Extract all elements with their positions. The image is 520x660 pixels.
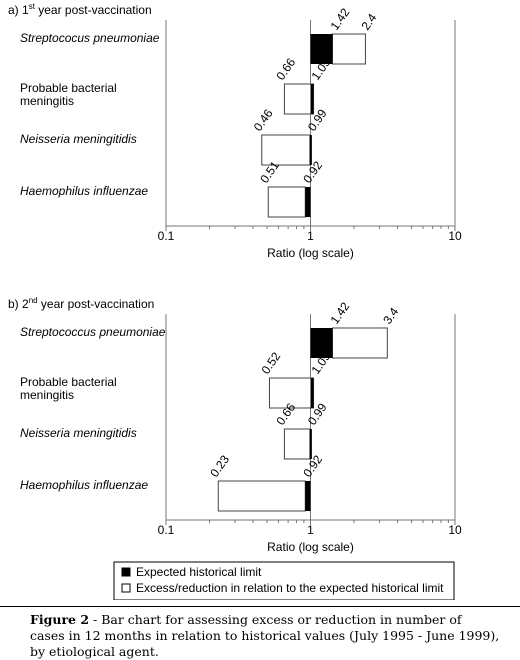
expected-bar	[309, 135, 312, 165]
category-label: Streptococus pneumoniae	[20, 31, 160, 45]
legend-swatch-excess	[121, 583, 131, 593]
excess-bar	[283, 428, 311, 460]
category-label: Haemophilus influenzae	[20, 478, 148, 492]
caption-text: - Bar chart for assessing excess or redu…	[30, 612, 500, 659]
panel-title-superscript: st	[29, 2, 36, 11]
excess-bar	[283, 83, 315, 115]
caption-label: Figure 2	[30, 612, 90, 627]
panel-b: b) 2nd year post-vaccination 0.1 1 10 Ratio …	[8, 296, 462, 554]
panel-title-prefix: b) 2	[8, 297, 29, 311]
figure-canvas: a) 1st year post-vaccination 0.1 1 10 Ratio …	[8, 2, 462, 600]
x-tick-label: 1	[307, 229, 314, 243]
expected-bar	[310, 378, 314, 408]
category-label: Streptococcus pneumoniae	[20, 325, 166, 339]
x-tick-label: 10	[448, 523, 462, 537]
category-label: Haemophilus influenzae	[20, 184, 148, 198]
expected-bar	[310, 84, 314, 114]
expected-bar	[305, 481, 311, 511]
x-tick-label: 0.1	[158, 523, 175, 537]
x-tick-label: 0.1	[158, 229, 175, 243]
excess-bar	[267, 186, 306, 218]
x-axis-label: Ratio (log scale)	[267, 246, 354, 260]
category-label-line: Probable bacterial	[20, 375, 117, 389]
panel-a: a) 1st year post-vaccination 0.1 1 10 Ratio …	[8, 2, 462, 260]
excess-bar	[261, 134, 311, 166]
excess-value-label: 3.4	[380, 305, 401, 327]
excess-bar	[332, 327, 388, 359]
x-tick-label: 1	[307, 523, 314, 537]
legend: Expected historical limit Excess/reductio…	[113, 561, 455, 600]
excess-value-label: 0.46	[251, 106, 276, 133]
x-tick-label: 10	[448, 229, 462, 243]
panel-title-suffix: year post-vaccination	[35, 3, 152, 17]
category-label: Neisseria meningitidis	[20, 132, 137, 146]
excess-bar	[268, 377, 315, 409]
legend-swatch-expected	[121, 567, 131, 577]
category-label-line: Probable bacterial	[20, 81, 117, 95]
figure-caption: Figure 2 - Bar chart for assessing exces…	[30, 612, 500, 660]
legend-label: Expected historical limit	[136, 565, 262, 579]
category-label-line: meningitis	[20, 94, 74, 108]
legend-label: Excess/reduction in relation to the expe…	[136, 581, 444, 595]
expected-value-label: 1.42	[327, 5, 352, 32]
expected-value-label: 1.42	[327, 299, 352, 326]
panel-title: a) 1st year post-vaccination	[8, 2, 152, 17]
x-axis-label: Ratio (log scale)	[267, 540, 354, 554]
expected-bar	[310, 34, 333, 64]
panel-title: b) 2nd year post-vaccination	[8, 296, 154, 311]
expected-bar	[310, 328, 333, 358]
caption-divider	[0, 606, 520, 607]
panel-title-superscript: nd	[29, 296, 38, 305]
excess-value-label: 0.23	[207, 452, 232, 479]
category-label-line: meningitis	[20, 388, 74, 402]
excess-bar	[332, 33, 366, 65]
expected-bar	[309, 429, 312, 459]
category-label: Neisseria meningitidis	[20, 426, 137, 440]
category-label: Probable bacterial meningitis	[20, 375, 117, 402]
panel-title-prefix: a) 1	[8, 3, 29, 17]
expected-bar	[305, 187, 311, 217]
category-label: Probable bacterial meningitis	[20, 81, 117, 108]
excess-value-label: 2.4	[358, 11, 379, 33]
legend-box	[113, 561, 455, 600]
excess-bar	[217, 480, 306, 512]
panel-title-suffix: year post-vaccination	[38, 297, 155, 311]
excess-value-label: 0.66	[273, 55, 298, 82]
excess-value-label: 0.52	[258, 349, 283, 376]
